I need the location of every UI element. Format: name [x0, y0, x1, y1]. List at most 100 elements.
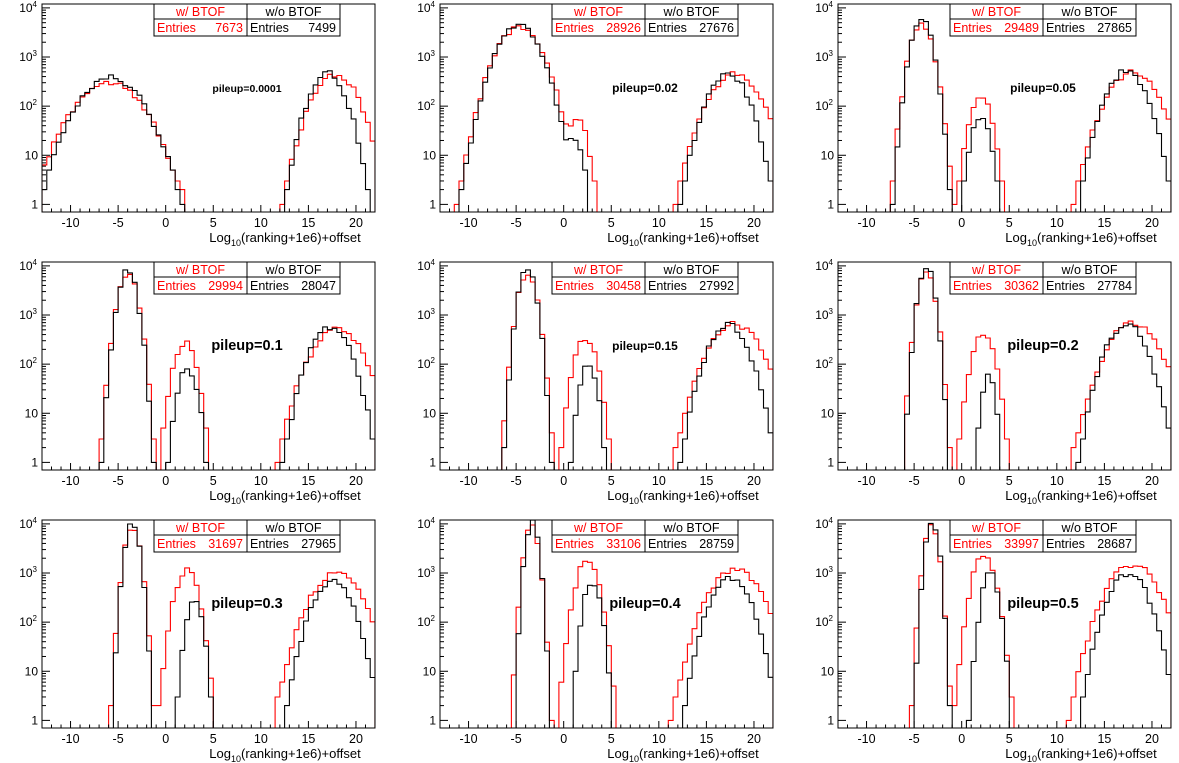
- y-tick-label: 10: [25, 664, 39, 678]
- legend-with-entries: 30458: [606, 279, 641, 293]
- y-tick-label: 102: [417, 614, 435, 629]
- y-tick-label: 104: [417, 258, 435, 273]
- legend-without-label: w/o BTOF: [1060, 263, 1117, 277]
- legend-with-entries: 29489: [1004, 21, 1039, 35]
- legend-entries-label: Entries: [250, 21, 289, 35]
- legend-box-without: [246, 3, 341, 37]
- pileup-annotation: pileup=0.4: [609, 596, 680, 612]
- x-tick-label: 10: [1050, 732, 1064, 746]
- x-tick-label: 10: [652, 474, 666, 488]
- legend-without-label: w/o BTOF: [1060, 521, 1117, 535]
- legend-without-label: w/o BTOF: [662, 521, 719, 535]
- y-tick-label: 102: [19, 98, 37, 113]
- y-tick-label: 102: [815, 614, 833, 629]
- x-tick-label: 15: [301, 474, 315, 488]
- series-with-btof: [889, 22, 1171, 212]
- x-tick-label: 5: [608, 216, 615, 230]
- legend-entries-label: Entries: [1046, 279, 1085, 293]
- legend-entries-label: Entries: [1046, 537, 1085, 551]
- pileup-annotation: pileup=0.5: [1007, 596, 1078, 612]
- legend: w/ BTOF Entries 31697 w/o BTOF Entries 27965: [153, 519, 341, 553]
- legend-with-label: w/ BTOF: [573, 5, 623, 19]
- histogram-panel: -10 -5 0 5 10 15 20 1 10 102 103 104 Log10(ranking+1…: [19, 258, 376, 506]
- x-axis-label: Log10(ranking+1e6)+offset: [209, 488, 361, 506]
- legend: w/ BTOF Entries 33106 w/o BTOF Entries 28759: [551, 519, 739, 553]
- x-tick-label: 0: [958, 474, 965, 488]
- y-tick-label: 103: [815, 49, 833, 64]
- legend-entries-label: Entries: [953, 21, 992, 35]
- legend-entries-label: Entries: [250, 537, 289, 551]
- series-without-btof: [42, 70, 371, 212]
- x-tick-label: -5: [511, 732, 522, 746]
- legend-entries-label: Entries: [648, 279, 687, 293]
- series-with-btof: [904, 271, 1171, 470]
- y-tick-label: 102: [815, 98, 833, 113]
- y-tick-label: 10: [423, 664, 437, 678]
- y-tick-label: 1: [31, 713, 38, 727]
- y-tick-label: 1: [827, 713, 834, 727]
- x-tick-label: 10: [1050, 474, 1064, 488]
- x-tick-label: 0: [958, 732, 965, 746]
- x-tick-label: -10: [460, 216, 478, 230]
- pileup-annotation: pileup=0.15: [612, 339, 678, 353]
- histogram-panel: -10 -5 0 5 10 15 20 1 10 102 103 104 Log10(ranking+1…: [417, 258, 774, 506]
- y-tick-label: 10: [423, 406, 437, 420]
- legend-with-entries: 28926: [606, 21, 641, 35]
- histogram-panel: -10 -5 0 5 10 15 20 1 10 102 103 104 Log10(ranking+1…: [815, 0, 1172, 248]
- legend-with-entries: 29994: [208, 279, 243, 293]
- legend-with-entries: 30362: [1004, 279, 1039, 293]
- y-tick-label: 103: [417, 49, 435, 64]
- legend-box-without: [246, 261, 341, 295]
- y-tick-label: 10: [25, 406, 39, 420]
- legend-with-label: w/ BTOF: [175, 5, 225, 19]
- legend-box-with: [551, 261, 646, 295]
- y-tick-label: 1: [429, 713, 436, 727]
- y-tick-label: 103: [19, 307, 37, 322]
- x-tick-label: 20: [349, 216, 363, 230]
- x-tick-label: 0: [560, 216, 567, 230]
- histogram-panel: -10 -5 0 5 10 15 20 1 10 102 103 104 Log10(ranking+1…: [417, 0, 774, 248]
- x-tick-label: 5: [1006, 732, 1013, 746]
- legend-box-with: [949, 261, 1044, 295]
- series-without-btof: [904, 268, 1171, 470]
- y-tick-label: 10: [423, 148, 437, 162]
- y-tick-label: 103: [417, 307, 435, 322]
- x-tick-label: 10: [254, 474, 268, 488]
- x-tick-label: 20: [349, 474, 363, 488]
- x-tick-label: 20: [1145, 216, 1159, 230]
- legend-with-label: w/ BTOF: [971, 5, 1021, 19]
- x-tick-label: 5: [608, 474, 615, 488]
- y-tick-label: 102: [19, 356, 37, 371]
- x-axis-label: Log10(ranking+1e6)+offset: [1005, 230, 1157, 248]
- series-without-btof: [515, 520, 773, 728]
- x-tick-label: 0: [162, 732, 169, 746]
- x-tick-label: 15: [1097, 474, 1111, 488]
- x-tick-label: -10: [460, 732, 478, 746]
- y-tick-label: 1: [31, 455, 38, 469]
- x-tick-label: -5: [909, 732, 920, 746]
- series-without-btof: [112, 523, 375, 728]
- y-tick-label: 103: [19, 565, 37, 580]
- x-tick-label: -10: [62, 474, 80, 488]
- pileup-annotation: pileup=0.2: [1007, 338, 1078, 354]
- legend-box-without: [644, 261, 739, 295]
- legend: w/ BTOF Entries 33997 w/o BTOF Entries 28687: [949, 519, 1137, 553]
- y-tick-label: 102: [19, 614, 37, 629]
- y-tick-label: 104: [815, 0, 833, 15]
- legend-without-label: w/o BTOF: [264, 521, 321, 535]
- legend-with-entries: 33106: [606, 537, 641, 551]
- legend-entries-label: Entries: [250, 279, 289, 293]
- x-tick-label: 10: [1050, 216, 1064, 230]
- legend-entries-label: Entries: [953, 537, 992, 551]
- legend: w/ BTOF Entries 30458 w/o BTOF Entries 27992: [551, 261, 739, 295]
- x-tick-label: -10: [858, 216, 876, 230]
- x-tick-label: 5: [608, 732, 615, 746]
- x-tick-label: -10: [62, 732, 80, 746]
- series-without-btof: [501, 269, 773, 470]
- y-tick-label: 1: [31, 197, 38, 211]
- legend-entries-label: Entries: [555, 279, 594, 293]
- legend-entries-label: Entries: [157, 279, 196, 293]
- x-tick-label: -10: [858, 474, 876, 488]
- legend-entries-label: Entries: [648, 537, 687, 551]
- legend-without-label: w/o BTOF: [1060, 5, 1117, 19]
